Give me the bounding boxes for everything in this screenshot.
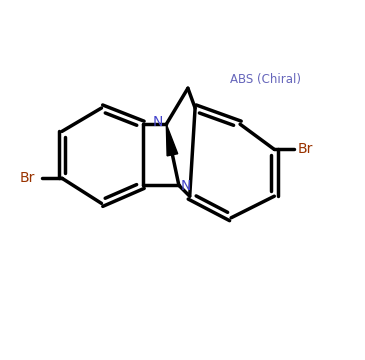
- Text: Br: Br: [19, 171, 35, 185]
- Text: Br: Br: [298, 143, 313, 156]
- Polygon shape: [166, 124, 178, 156]
- Text: N: N: [153, 116, 164, 129]
- Text: N: N: [181, 179, 191, 193]
- Text: ABS (Chiral): ABS (Chiral): [230, 73, 301, 86]
